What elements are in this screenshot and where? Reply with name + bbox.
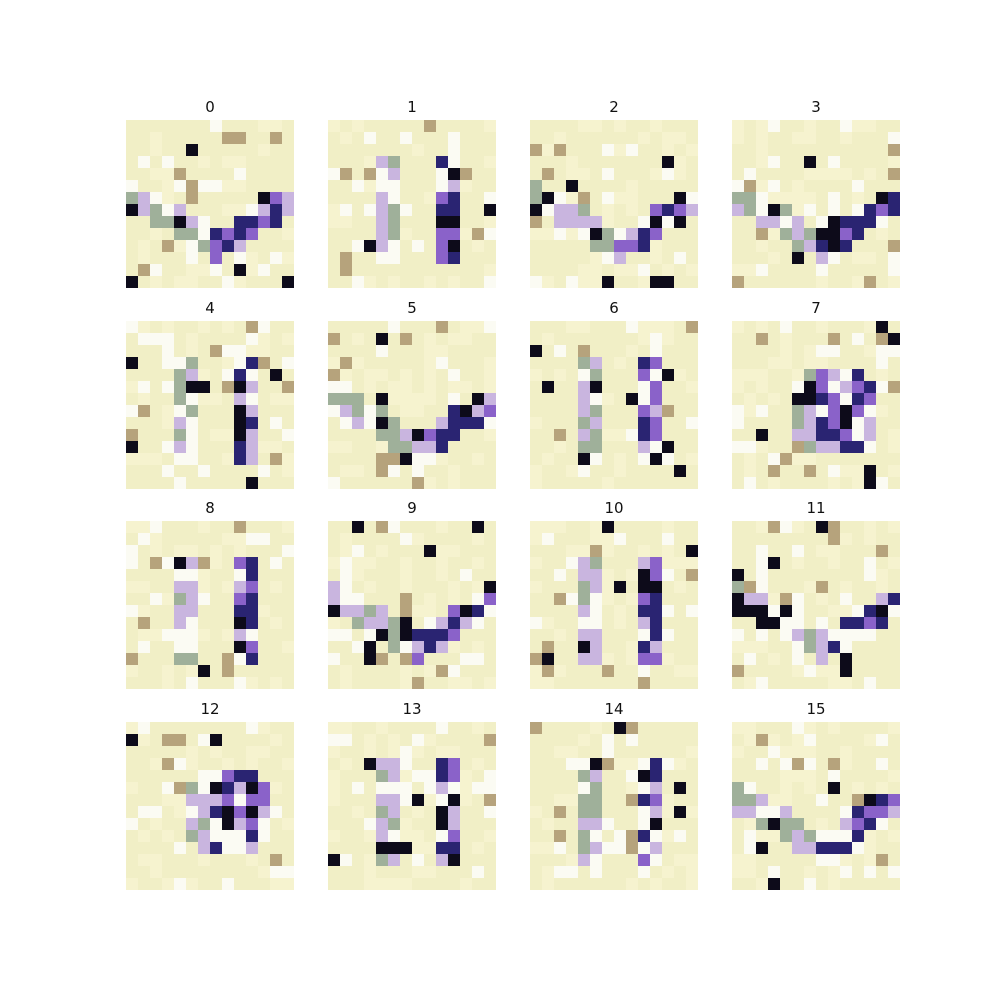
- panel-title: 0: [205, 98, 215, 116]
- panel-3: 3: [732, 100, 900, 290]
- panel-11: 11: [732, 501, 900, 691]
- panel-15: 15: [732, 702, 900, 892]
- panel-title: 5: [407, 299, 417, 317]
- panel-title: 7: [811, 299, 821, 317]
- panel-7: 7: [732, 301, 900, 491]
- panel-6: 6: [530, 301, 698, 491]
- panel-1: 1: [328, 100, 496, 290]
- panel-title: 14: [604, 700, 624, 718]
- generated-sample-image: [328, 521, 496, 689]
- panel-2: 2: [530, 100, 698, 290]
- generated-sample-image: [328, 120, 496, 288]
- panel-10: 10: [530, 501, 698, 691]
- panel-14: 14: [530, 702, 698, 892]
- panel-title: 3: [811, 98, 821, 116]
- panel-5: 5: [328, 301, 496, 491]
- generated-sample-image: [126, 521, 294, 689]
- generated-sample-image: [732, 120, 900, 288]
- generated-sample-image: [732, 321, 900, 489]
- panel-title: 1: [407, 98, 417, 116]
- panel-4: 4: [126, 301, 294, 491]
- generated-sample-image: [328, 321, 496, 489]
- panel-0: 0: [126, 100, 294, 290]
- generated-sample-image: [732, 722, 900, 890]
- panel-title: 9: [407, 499, 417, 517]
- generated-sample-image: [126, 722, 294, 890]
- panel-title: 15: [806, 700, 826, 718]
- panel-title: 4: [205, 299, 215, 317]
- generated-sample-image: [732, 521, 900, 689]
- generated-sample-image: [530, 321, 698, 489]
- panel-title: 13: [402, 700, 422, 718]
- panel-title: 10: [604, 499, 624, 517]
- panel-12: 12: [126, 702, 294, 892]
- generated-sample-image: [530, 722, 698, 890]
- panel-title: 11: [806, 499, 826, 517]
- generated-sample-image: [328, 722, 496, 890]
- generated-sample-image: [530, 521, 698, 689]
- panel-9: 9: [328, 501, 496, 691]
- panel-title: 8: [205, 499, 215, 517]
- panel-8: 8: [126, 501, 294, 691]
- panel-13: 13: [328, 702, 496, 892]
- generated-sample-image: [530, 120, 698, 288]
- panel-title: 2: [609, 98, 619, 116]
- panel-title: 12: [200, 700, 220, 718]
- panel-title: 6: [609, 299, 619, 317]
- generated-sample-image: [126, 120, 294, 288]
- generated-sample-image: [126, 321, 294, 489]
